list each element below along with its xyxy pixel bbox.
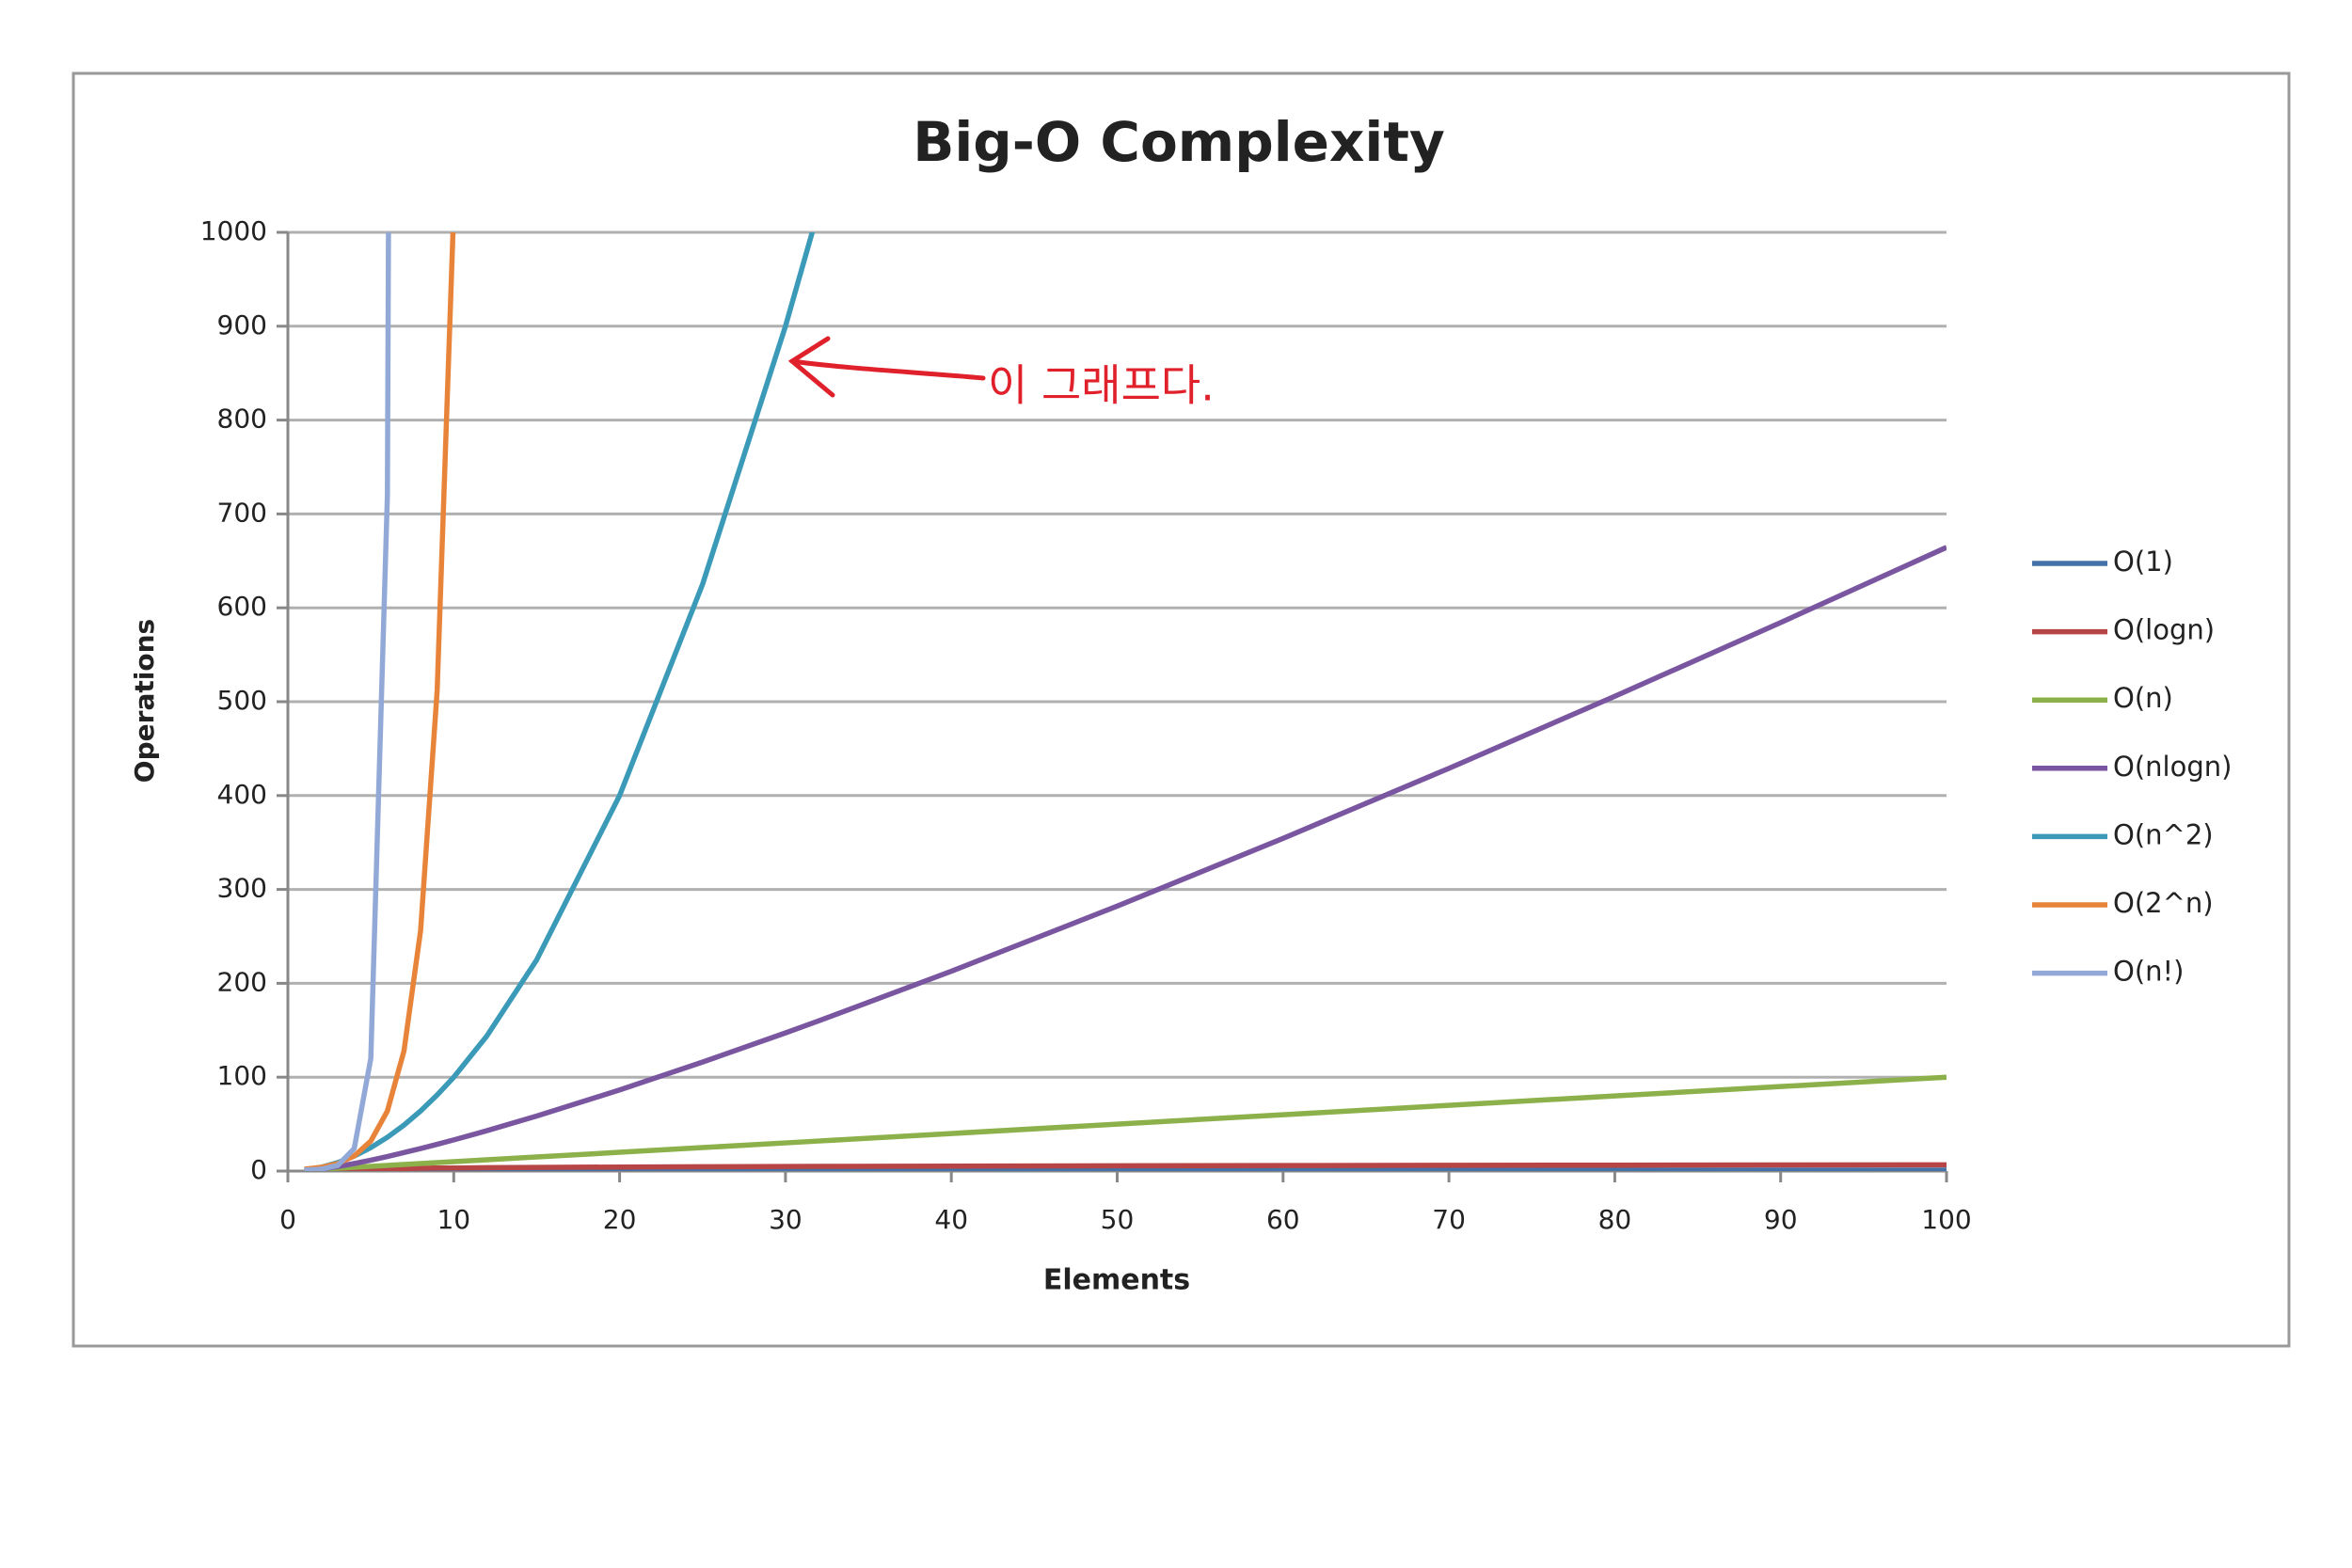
y-tick-label: 800	[217, 404, 267, 435]
series-line	[304, 232, 391, 1171]
x-tick-label: 20	[603, 1204, 637, 1235]
x-tick-label: 70	[1432, 1204, 1466, 1235]
legend-label: O(nlogn)	[2113, 751, 2232, 783]
y-tick-label: 600	[217, 591, 267, 622]
y-tick-label: 500	[217, 685, 267, 716]
x-tick-label: 90	[1764, 1204, 1798, 1235]
chart-title: Big-O Complexity	[913, 110, 1445, 174]
x-tick-label: 50	[1101, 1204, 1135, 1235]
legend-label: O(1)	[2113, 546, 2173, 578]
legend-label: O(n)	[2113, 682, 2173, 714]
lines	[304, 232, 1947, 1171]
y-tick-label: 200	[217, 966, 267, 997]
x-tick-label: 40	[934, 1204, 968, 1235]
y-tick-label: 1000	[200, 215, 267, 246]
y-tick-label: 900	[217, 309, 267, 341]
annotation: 이 그래프다.	[988, 360, 1215, 411]
y-tick-label: 100	[217, 1060, 267, 1091]
y-tick-label: 0	[250, 1154, 267, 1185]
legend-label: O(2^n)	[2113, 887, 2214, 919]
y-tick-label: 300	[217, 873, 267, 904]
legend-label: O(logn)	[2113, 614, 2215, 646]
series-line	[304, 545, 1947, 1171]
y-tick-label: 700	[217, 497, 267, 528]
y-axis-title: Operations	[129, 619, 160, 783]
chart-border	[72, 71, 2291, 1348]
x-axis-title: Elements	[1043, 1264, 1190, 1297]
x-tick-label: 80	[1598, 1204, 1632, 1235]
x-tick-label: 10	[437, 1204, 470, 1235]
legend-label: O(n^2)	[2113, 818, 2214, 850]
legend: O(1) O(logn) O(n) O(nlogn) O(n^2) O(2^n) O(n!)	[2032, 546, 2232, 988]
legend-label: O(n!)	[2113, 956, 2184, 988]
x-tick-label: 30	[769, 1204, 803, 1235]
x-tick-label: 100	[1921, 1204, 1971, 1235]
y-tick-label: 400	[217, 779, 267, 810]
series-line	[304, 1074, 1947, 1171]
annotation-arrow	[787, 336, 986, 398]
x-tick-label: 60	[1266, 1204, 1300, 1235]
x-tick-label: 0	[279, 1204, 296, 1235]
